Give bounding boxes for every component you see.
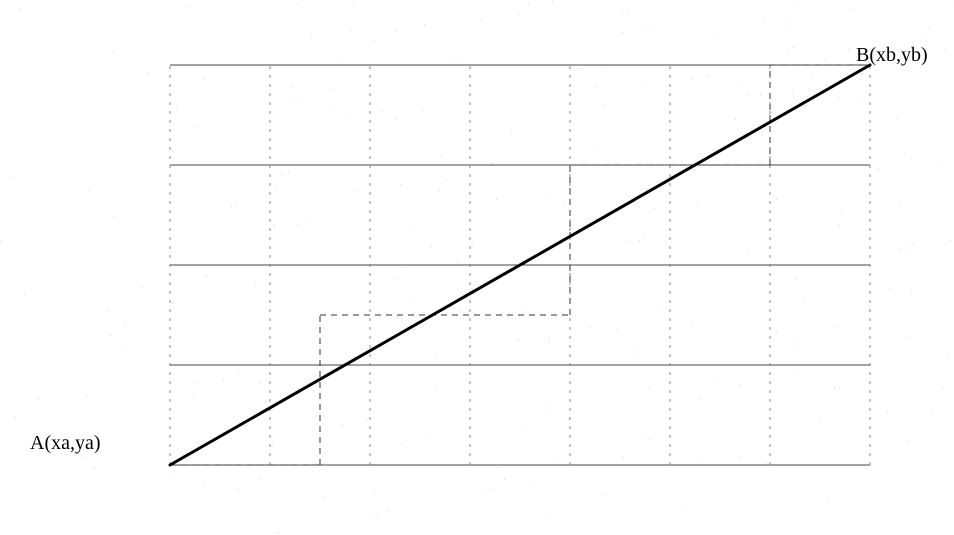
point-b-label: B(xb,yb)	[856, 44, 928, 67]
scan-noise	[0, 1, 954, 533]
point-a-label: A(xa,ya)	[30, 432, 101, 455]
rasterization-diagram	[0, 0, 954, 535]
